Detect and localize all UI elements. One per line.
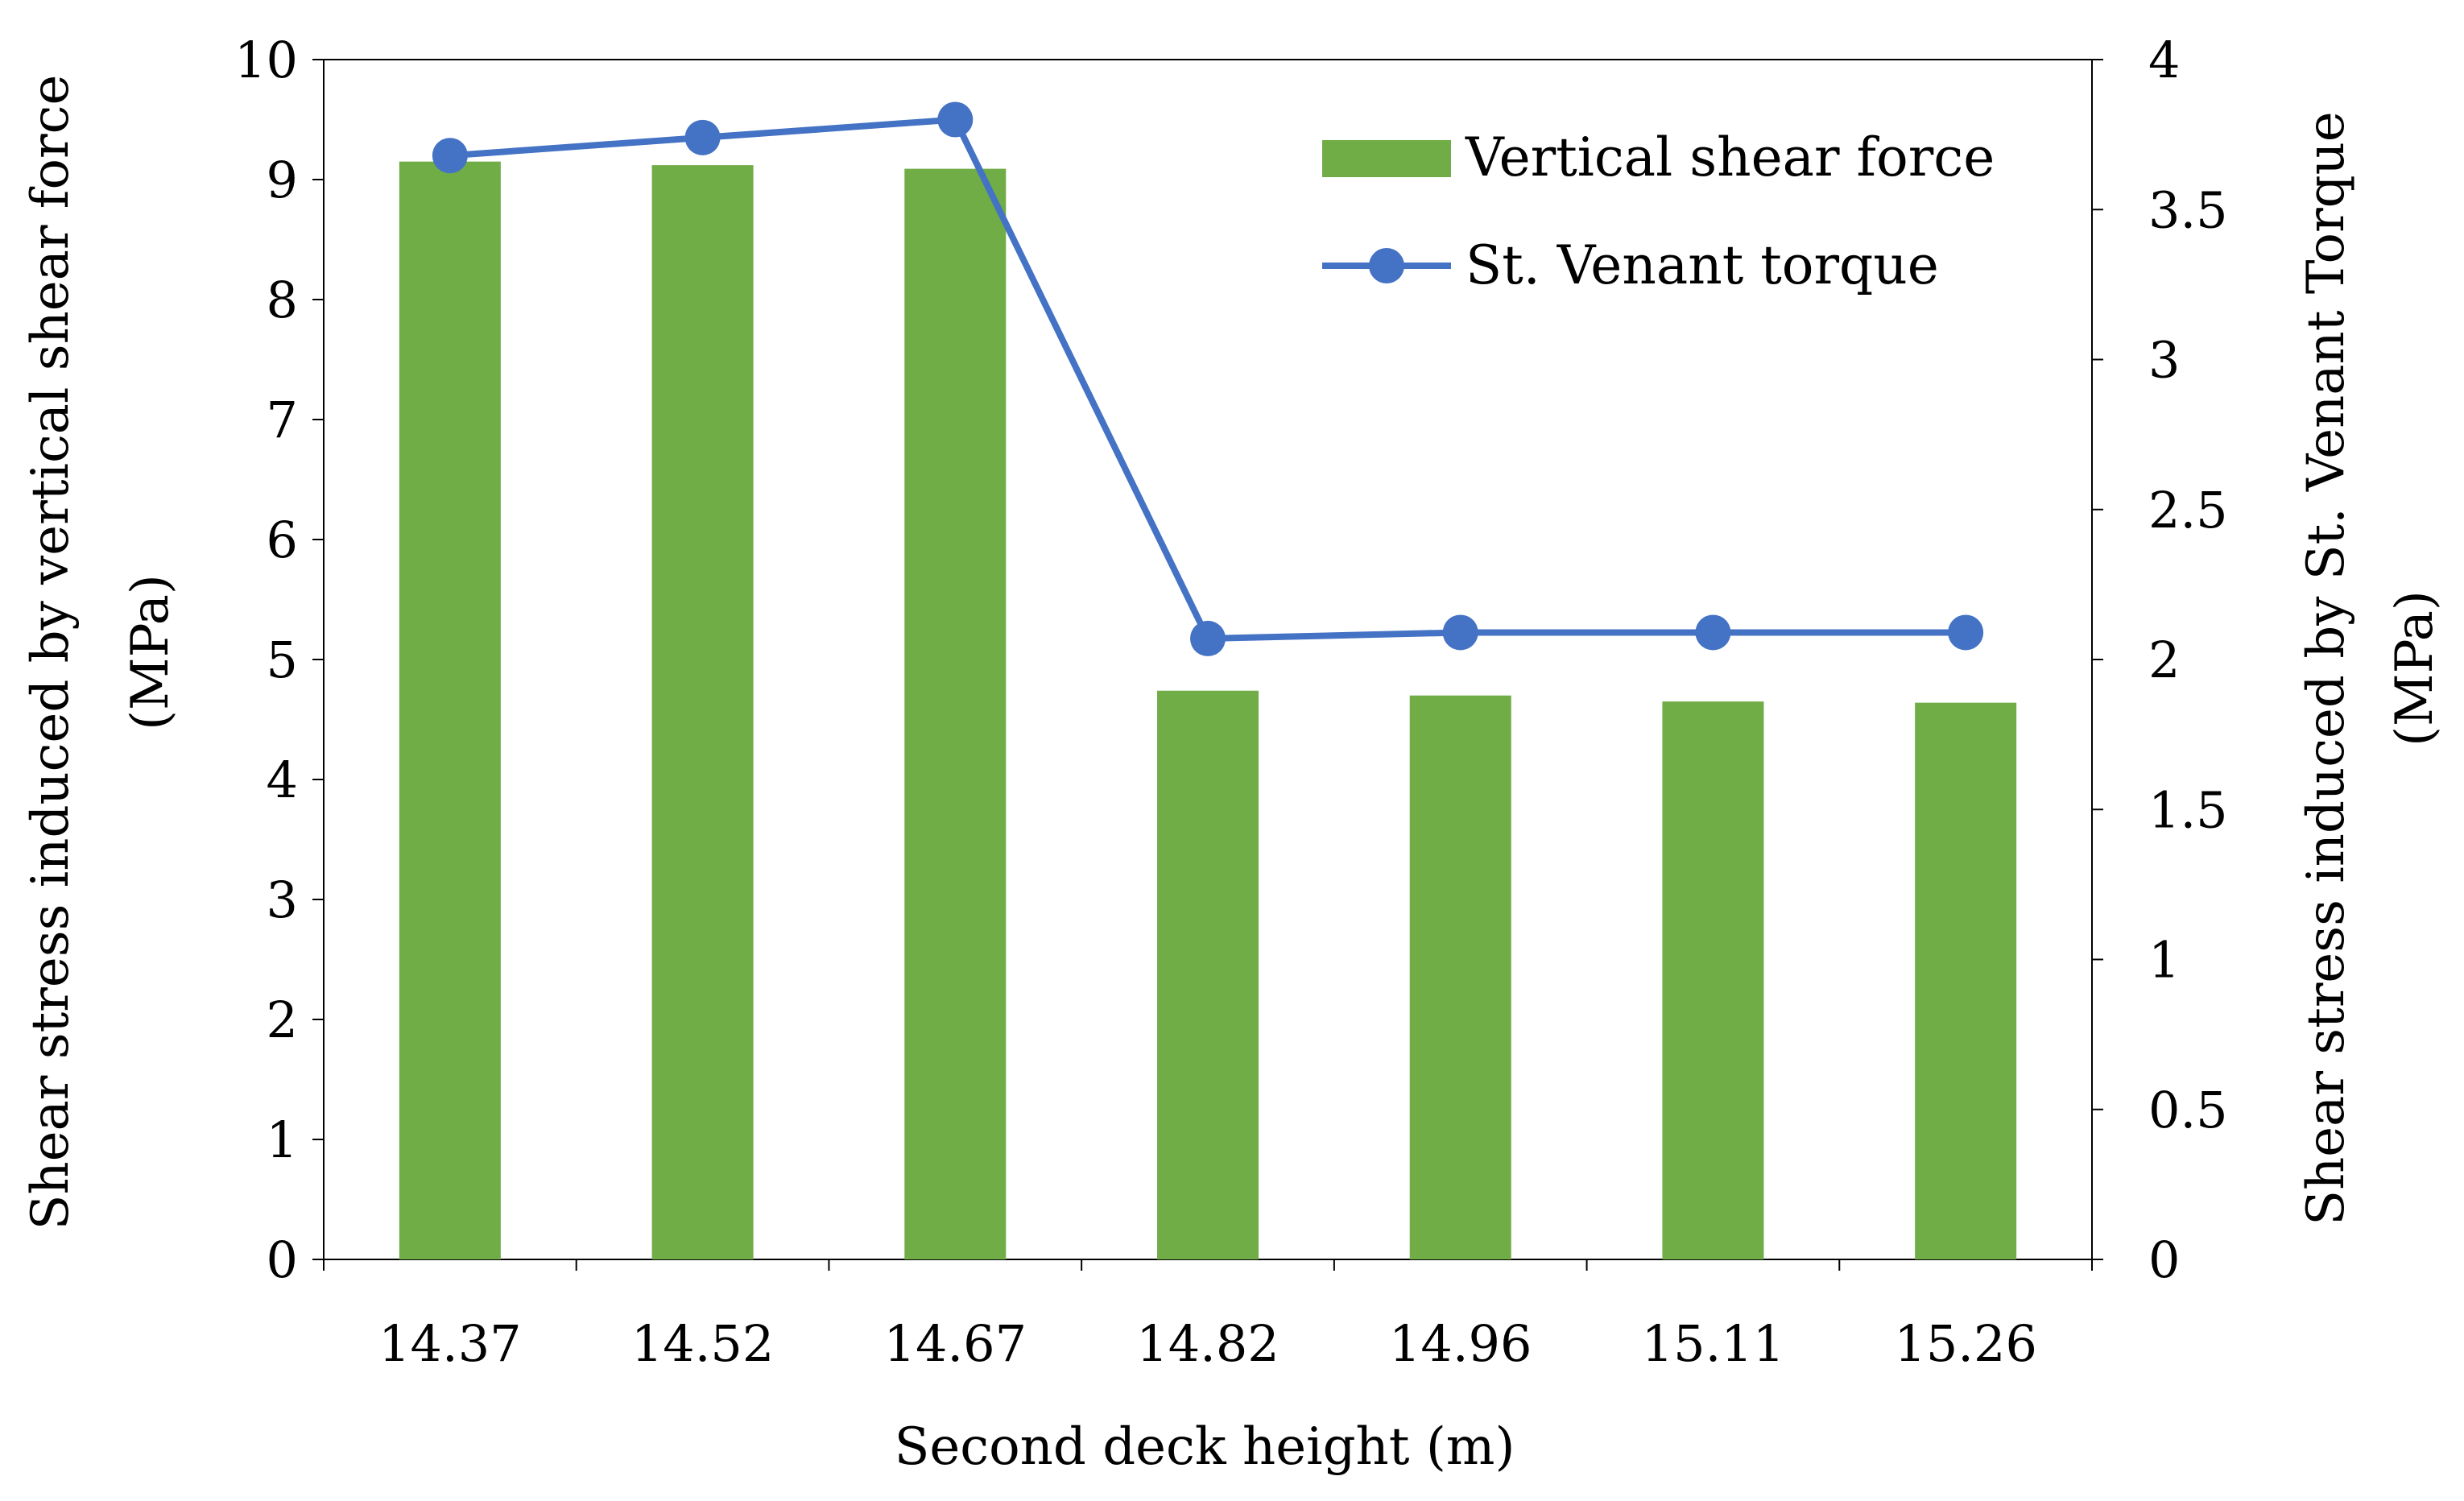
left-tick-label: 9 (267, 151, 298, 209)
right-tick-label: 1 (2148, 931, 2180, 990)
right-tick-label: 2.5 (2148, 481, 2228, 540)
bar-15.26 (1915, 702, 2017, 1259)
left-tick-label: 10 (234, 31, 298, 89)
bar-15.11 (1662, 701, 1764, 1259)
point-14.52 (684, 119, 721, 155)
left-tick-label: 6 (267, 511, 298, 569)
x-tick-label: 15.11 (1642, 1314, 1785, 1373)
x-tick-label: 14.52 (631, 1314, 775, 1373)
right-tick-label: 1.5 (2148, 780, 2228, 839)
right-tick-label: 0.5 (2148, 1081, 2228, 1139)
right-tick-label: 0 (2148, 1230, 2180, 1289)
x-tick-label: 14.96 (1389, 1314, 1532, 1373)
bar-14.96 (1409, 695, 1511, 1259)
left-tick-label: 5 (267, 631, 298, 689)
right-y-axis-title-unit: (MPa) (2385, 590, 2445, 746)
x-tick-label: 14.82 (1136, 1314, 1280, 1373)
legend-swatch-vertical-shear-force (1322, 140, 1451, 177)
bar-series-vertical-shear-force (399, 161, 2017, 1260)
x-axis-title: Second deck height (m) (895, 1417, 1515, 1477)
right-tick-label: 3 (2148, 331, 2180, 390)
right-tick-label: 3.5 (2148, 180, 2228, 239)
legend: Vertical shear force St. Venant torque (1322, 126, 1995, 296)
point-15.11 (1695, 614, 1731, 651)
point-14.67 (937, 101, 974, 138)
right-y-axis: 0 0.5 1 1.5 2 2.5 3 3.5 4 (2092, 31, 2228, 1289)
x-tick-label: 14.37 (378, 1314, 522, 1373)
legend-label-st-venant-torque: St. Venant torque (1466, 234, 1939, 296)
bar-14.82 (1157, 690, 1259, 1259)
left-y-axis-title: Shear stress induced by vertical shear f… (21, 75, 81, 1230)
line-series-st-venant-torque (432, 101, 1984, 656)
point-14.82 (1190, 620, 1226, 656)
right-tick-label: 4 (2148, 31, 2180, 89)
x-axis: 14.37 14.52 14.67 14.82 14.96 15.11 15.26 (323, 1259, 2093, 1373)
legend-marker-st-venant-torque (1369, 248, 1404, 283)
point-14.37 (432, 138, 468, 174)
point-14.96 (1442, 614, 1478, 651)
left-tick-label: 8 (267, 271, 298, 329)
left-tick-label: 2 (267, 990, 298, 1049)
left-tick-label: 4 (267, 750, 298, 809)
left-tick-label: 7 (267, 391, 298, 449)
x-tick-label: 14.67 (884, 1314, 1027, 1373)
left-y-axis: 0 1 2 3 4 5 6 7 8 9 10 (234, 31, 324, 1289)
legend-label-vertical-shear-force: Vertical shear force (1465, 126, 1995, 188)
left-y-axis-title-unit: (MPa) (121, 574, 180, 730)
left-tick-label: 3 (267, 870, 298, 929)
point-15.26 (1948, 614, 1984, 651)
right-y-axis-title: Shear stress induced by St. Venant Torqu… (2297, 111, 2356, 1226)
right-tick-label: 2 (2148, 631, 2180, 689)
bar-14.52 (651, 165, 754, 1259)
left-tick-label: 0 (267, 1230, 298, 1289)
bar-14.67 (904, 168, 1007, 1260)
left-tick-label: 1 (267, 1110, 298, 1169)
x-tick-label: 15.26 (1894, 1314, 2037, 1373)
bar-14.37 (399, 161, 501, 1259)
